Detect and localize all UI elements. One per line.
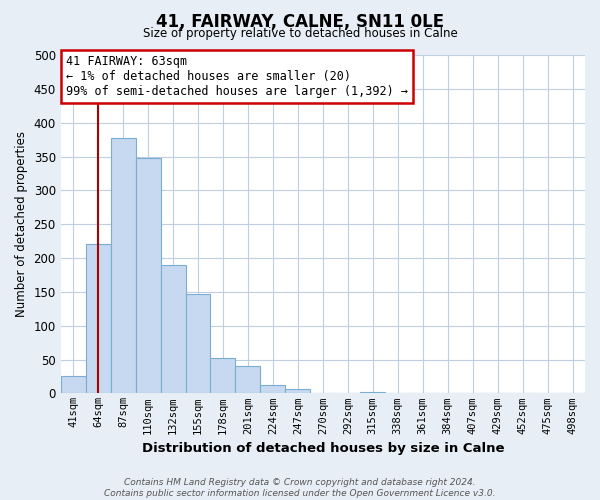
Bar (260, 384, 286, 394)
Text: 41, FAIRWAY, CALNE, SN11 0LE: 41, FAIRWAY, CALNE, SN11 0LE (156, 12, 444, 30)
Bar (185, 294, 211, 394)
Bar (161, 265, 185, 394)
Bar (211, 358, 235, 394)
Text: 41 FAIRWAY: 63sqm
← 1% of detached houses are smaller (20)
99% of semi-detached : 41 FAIRWAY: 63sqm ← 1% of detached house… (66, 55, 408, 98)
Bar (286, 388, 310, 394)
X-axis label: Distribution of detached houses by size in Calne: Distribution of detached houses by size … (142, 442, 504, 455)
Bar (235, 366, 260, 394)
Bar (136, 158, 161, 394)
Y-axis label: Number of detached properties: Number of detached properties (15, 131, 28, 317)
Text: Contains HM Land Registry data © Crown copyright and database right 2024.
Contai: Contains HM Land Registry data © Crown c… (104, 478, 496, 498)
Bar (61, 376, 86, 394)
Bar (360, 392, 385, 394)
Bar (86, 244, 110, 394)
Bar (110, 138, 136, 394)
Text: Size of property relative to detached houses in Calne: Size of property relative to detached ho… (143, 28, 457, 40)
